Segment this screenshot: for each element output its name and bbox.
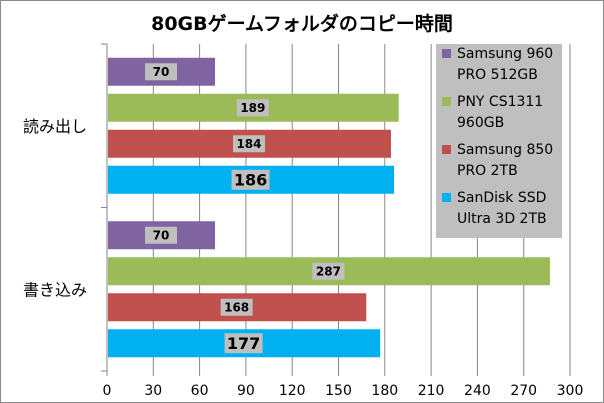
legend-label: 960GB (457, 115, 504, 131)
data-label: 70 (153, 229, 170, 243)
x-tick-label: 0 (103, 383, 112, 399)
x-tick-label: 150 (325, 383, 352, 399)
x-tick-label: 270 (510, 383, 537, 399)
x-tick-label: 300 (557, 383, 584, 399)
legend-label: Samsung 960 (457, 46, 553, 62)
legend-label: SanDisk SSD (457, 190, 546, 206)
chart-title: 80GBゲームフォルダのコピー時間 (151, 13, 453, 35)
data-label-box (145, 226, 178, 244)
data-label: 70 (153, 65, 170, 79)
x-tick-label: 210 (418, 383, 445, 399)
x-tick-label: 30 (144, 383, 162, 399)
data-labels: 70 189 184 186 70 287 168 177 (145, 63, 345, 354)
data-label-box (145, 63, 178, 81)
legend-label: PRO 512GB (457, 67, 538, 83)
legend-box (436, 44, 562, 238)
data-label-box (232, 135, 265, 153)
data-label-box (312, 262, 345, 280)
data-label: 168 (224, 301, 249, 315)
data-label-box (231, 169, 270, 190)
x-tick-label: 90 (237, 383, 255, 399)
data-label-box (220, 298, 253, 316)
legend: Samsung 960 PRO 512GB PNY CS1311 960GB Samsu… (436, 44, 562, 238)
data-label-box (224, 333, 263, 354)
x-tick-label: 240 (464, 383, 491, 399)
legend-label: Samsung 850 (457, 142, 553, 158)
x-tick-label: 120 (279, 383, 306, 399)
category-label: 書き込み (23, 280, 87, 299)
data-label-box (236, 99, 269, 117)
legend-swatch (442, 193, 451, 202)
category-label: 読み出し (23, 117, 87, 136)
x-tick-label: 60 (191, 383, 209, 399)
legend-label: Ultra 3D 2TB (457, 211, 547, 227)
data-label: 184 (236, 137, 261, 151)
data-label: 177 (227, 334, 260, 353)
axes: 0 30 60 90 120 150 180 210 240 270 300 (101, 43, 584, 399)
data-label: 189 (240, 101, 265, 115)
legend-swatch (442, 145, 451, 154)
legend-label: PNY CS1311 (457, 94, 543, 110)
data-label: 287 (316, 265, 341, 279)
legend-swatch (442, 49, 451, 58)
data-label: 186 (234, 171, 267, 190)
x-tick-label: 180 (371, 383, 398, 399)
legend-label: PRO 2TB (457, 163, 518, 179)
legend-swatch (442, 97, 451, 106)
